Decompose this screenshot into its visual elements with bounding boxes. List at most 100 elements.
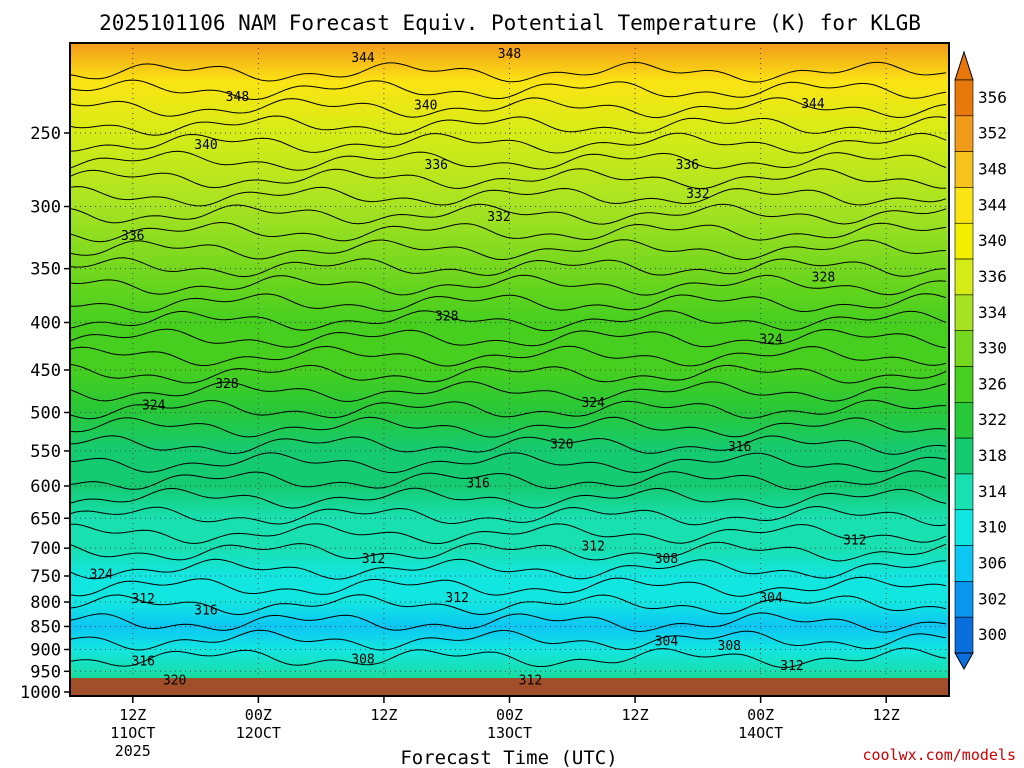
pressure-tick-label: 700 <box>30 539 61 559</box>
contour-line <box>70 203 947 225</box>
colorbar-label: 326 <box>978 374 1007 393</box>
contour-label: 320 <box>163 674 186 689</box>
contour-line <box>70 239 947 261</box>
pressure-tick-label: 250 <box>30 124 61 144</box>
contour-line <box>70 576 947 597</box>
colorbar-arrow-bottom <box>954 652 974 671</box>
time-tick-label: 12Z <box>119 706 146 724</box>
contour-line <box>70 221 947 243</box>
contour-label: 336 <box>121 229 144 244</box>
pressure-tick-label: 800 <box>30 593 61 613</box>
colorbar-label: 356 <box>978 88 1007 107</box>
colorbar-segment <box>954 151 974 188</box>
colorbar-label: 348 <box>978 160 1007 179</box>
contour-label: 340 <box>194 138 217 153</box>
contour-label: 324 <box>90 567 114 582</box>
colorbar-segment <box>954 330 974 367</box>
contour-label: 344 <box>351 51 375 66</box>
contour-label: 340 <box>414 99 437 114</box>
contour-line <box>70 506 947 527</box>
contour-line <box>70 487 947 509</box>
time-tick-label: 12OCT <box>236 724 281 742</box>
contour-label: 348 <box>498 47 521 62</box>
colorbar-segment <box>954 258 974 296</box>
contour-line <box>70 558 947 580</box>
contour-label: 344 <box>801 97 825 112</box>
contour-line <box>70 115 947 136</box>
contour-line <box>70 416 947 438</box>
pressure-tick-label: 950 <box>30 662 61 682</box>
contour-line <box>70 274 947 296</box>
colorbar-label: 300 <box>978 625 1007 644</box>
colorbar-segment <box>954 581 974 618</box>
colorbar-segment <box>954 437 974 475</box>
contour-line <box>70 647 947 669</box>
chart-title: 2025101106 NAM Forecast Equiv. Potential… <box>99 11 921 35</box>
time-tick-label: 11OCT <box>110 724 155 742</box>
contour-line <box>70 541 947 562</box>
contour-label: 328 <box>435 309 458 324</box>
contour-label: 312 <box>581 539 604 554</box>
pressure-tick-label: 400 <box>30 314 61 334</box>
contour-label: 328 <box>215 377 238 392</box>
time-tick-label: 2025 <box>115 742 151 760</box>
contour-label: 308 <box>655 552 678 567</box>
contour-line <box>70 150 947 171</box>
colorbar-segment <box>954 115 974 152</box>
colorbar-segment <box>954 187 974 224</box>
contour-line <box>70 594 947 616</box>
contour-label: 312 <box>445 591 468 606</box>
pressure-tick-label: 900 <box>30 641 61 661</box>
contour-line <box>70 363 947 384</box>
contour-line <box>70 310 947 332</box>
contour-label: 304 <box>759 591 783 606</box>
colorbar-label: 318 <box>978 446 1007 465</box>
time-tick-label: 00Z <box>747 706 774 724</box>
pressure-tick-label: 1000 <box>20 683 61 703</box>
contour-line <box>70 435 947 455</box>
pressure-tick-label: 550 <box>30 442 61 462</box>
contour-label: 324 <box>142 398 166 413</box>
time-tick-label: 12Z <box>622 706 649 724</box>
contour-line <box>70 452 947 474</box>
colorbar-segment <box>954 402 974 439</box>
contour-line <box>70 132 947 154</box>
contour-line <box>70 97 947 119</box>
contour-label: 316 <box>194 603 217 618</box>
colorbar-label: 314 <box>978 482 1007 501</box>
contour-label: 320 <box>550 438 573 453</box>
pressure-tick-label: 350 <box>30 260 61 280</box>
contour-label: 316 <box>728 440 751 455</box>
colorbar-label: 340 <box>978 231 1007 250</box>
colorbar-label: 322 <box>978 410 1007 429</box>
contour-label: 324 <box>581 396 605 411</box>
time-tick-label: 12Z <box>370 706 397 724</box>
colorbar-segment <box>954 545 974 582</box>
contour-label: 312 <box>519 674 542 689</box>
plot-area: 344 348 348 340 344 340 336 336 332 332 336 328 328 3… <box>70 43 949 696</box>
contour-line <box>70 381 947 403</box>
colorbar-segment <box>954 222 974 260</box>
colorbar-label: 306 <box>978 553 1007 572</box>
time-tick-label: 00Z <box>245 706 272 724</box>
colorbar: 356 352 348 344 340 336 334 330 326 322 318 314 310 3… <box>954 50 1007 671</box>
contour-line <box>70 293 947 313</box>
colorbar-segment <box>954 616 974 654</box>
pressure-tick-label: 750 <box>30 567 61 587</box>
contour-label: 304 <box>655 634 679 649</box>
contour-label: 312 <box>780 659 803 674</box>
time-tick-label: 00Z <box>496 706 523 724</box>
contour-label: 336 <box>676 158 699 173</box>
contour-label: 308 <box>718 639 741 654</box>
contour-label: 324 <box>759 332 783 347</box>
contour-label: 332 <box>686 187 709 202</box>
pressure-tick-label: 600 <box>30 477 61 497</box>
x-axis-label: Forecast Time (UTC) <box>400 747 617 768</box>
contour-line <box>70 61 947 83</box>
contour-label: 332 <box>487 210 510 225</box>
contour-line <box>70 79 947 101</box>
contour-line <box>70 612 947 633</box>
time-tick-label: 12Z <box>873 706 900 724</box>
time-tick-label: 14OCT <box>738 724 783 742</box>
contour-label: 316 <box>466 477 489 492</box>
